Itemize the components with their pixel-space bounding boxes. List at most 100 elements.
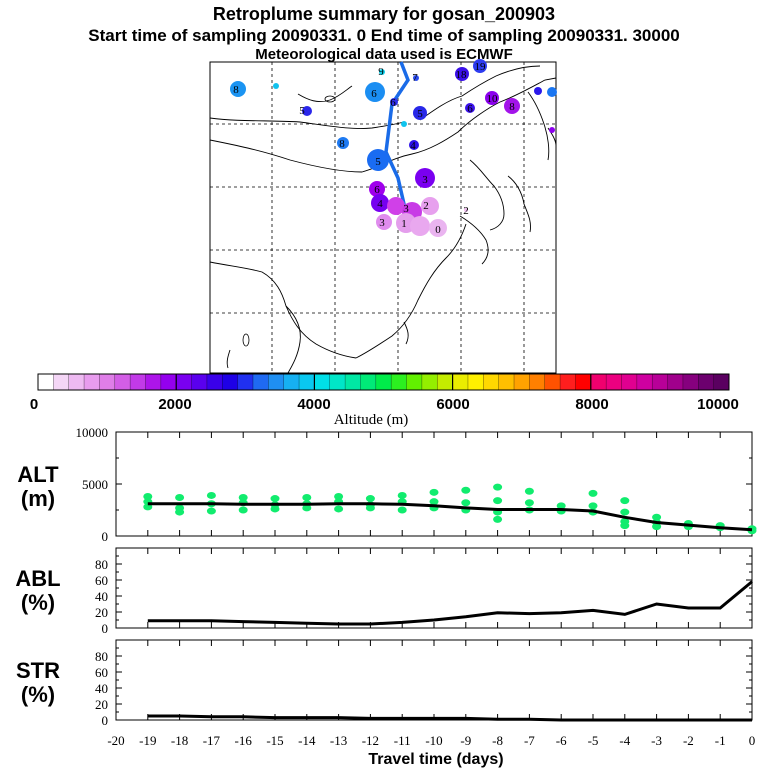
altitude-colorbar: [37, 373, 730, 391]
x-tick-label: -7: [524, 733, 535, 748]
y-tick-label: 0: [102, 713, 109, 728]
panel-str: [115, 639, 753, 722]
colorbar-tick-label: 4000: [297, 396, 330, 413]
colorbar-swatch: [421, 374, 438, 390]
map-coastline: [226, 349, 231, 369]
plume-cluster: [455, 67, 469, 81]
plume-day-label: 4: [410, 140, 416, 152]
x-tick-label: -6: [556, 733, 567, 748]
plume-day-label: 19: [475, 61, 487, 73]
colorbar-swatch: [621, 374, 638, 390]
colorbar-tick-label: 0: [30, 396, 38, 413]
plume-day-label: 6: [390, 97, 396, 109]
plume-cluster: [534, 87, 542, 95]
plume-day-label: 5: [375, 156, 381, 168]
y-tick-label: 80: [95, 557, 108, 572]
x-tick-label: -10: [425, 733, 442, 748]
plume-day-label: 7: [412, 72, 418, 84]
altitude-cluster-point: [270, 505, 280, 513]
colorbar-swatch: [191, 374, 208, 390]
altitude-cluster-point: [652, 513, 662, 521]
plume-day-label: 8: [233, 84, 239, 96]
plume-cluster: [464, 208, 468, 212]
x-tick-label: -3: [651, 733, 662, 748]
colorbar-swatch: [698, 374, 715, 390]
y-tick-label: 10000: [76, 425, 109, 440]
plume-cluster: [302, 106, 312, 116]
colorbar-swatch: [560, 374, 576, 390]
panel-frame: [115, 547, 753, 629]
altitude-cluster-point: [238, 494, 248, 502]
y-tick-label: 40: [95, 589, 108, 604]
plume-day-label: 8: [509, 101, 515, 113]
altitude-cluster-point: [461, 499, 471, 507]
colorbar-swatch: [467, 374, 484, 390]
colorbar-swatch: [268, 374, 285, 390]
colorbar-frame: [37, 373, 730, 391]
colorbar-tick-label: 10000: [697, 396, 739, 413]
x-tick-label: -14: [298, 733, 316, 748]
plume-cluster: [485, 91, 499, 105]
plume-day-label: 6: [467, 103, 473, 115]
x-tick-label: -9: [460, 733, 471, 748]
plume-cluster: [390, 98, 398, 106]
altitude-cluster-point: [588, 502, 598, 510]
plume-day-label: 1: [401, 218, 407, 230]
x-tick-label: -17: [203, 733, 221, 748]
plume-cluster: [387, 197, 405, 215]
altitude-cluster-point: [620, 497, 630, 505]
colorbar-swatch: [99, 374, 116, 390]
plume-cluster: [367, 149, 389, 171]
colorbar-swatch: [391, 374, 407, 390]
altitude-cluster-point: [524, 487, 534, 495]
map-coastline: [527, 91, 550, 161]
plume-day-label: 8: [339, 138, 345, 150]
sampling-time-line: Start time of sampling 20090331. 0 End t…: [88, 26, 680, 45]
colorbar-swatch: [667, 374, 684, 390]
x-tick-label: 0: [749, 733, 756, 748]
altitude-cluster-point: [302, 504, 312, 512]
plume-cluster: [549, 127, 555, 133]
x-tick-label: -19: [139, 733, 156, 748]
colorbar-swatch: [314, 374, 331, 390]
y-tick-label: 0: [102, 621, 109, 636]
colorbar-swatch: [713, 374, 730, 390]
panel-unit-label: (%): [21, 590, 55, 615]
altitude-cluster-point: [143, 492, 153, 500]
altitude-cluster-point: [397, 506, 407, 514]
plume-day-label: 2: [463, 205, 469, 217]
x-tick-label: -5: [588, 733, 599, 748]
plume-cluster: [547, 87, 557, 97]
panel-label: ALT: [17, 462, 59, 487]
colorbar-tick-label: 2000: [158, 396, 191, 413]
altitude-cluster-point: [588, 489, 598, 497]
altitude-cluster-point: [175, 508, 185, 516]
altitude-cluster-point: [524, 499, 534, 507]
map-coastline: [507, 175, 531, 233]
altitude-cluster-point: [365, 495, 375, 503]
altitude-cluster-point: [334, 492, 344, 500]
plume-cluster: [504, 98, 520, 114]
plume-cluster: [465, 103, 475, 113]
plume-day-label: 18: [456, 69, 468, 81]
colorbar-swatch: [529, 374, 546, 390]
map-coastline: [419, 65, 541, 121]
y-tick-label: 60: [95, 573, 108, 588]
y-tick-label: 0: [102, 529, 109, 544]
colorbar-swatch: [406, 374, 423, 390]
colorbar-swatch: [176, 374, 192, 390]
y-tick-label: 5000: [82, 477, 108, 492]
plume-cluster: [230, 81, 246, 97]
x-tick-label: -1: [715, 733, 726, 748]
colorbar-swatch: [145, 374, 162, 390]
plume-cluster: [273, 83, 279, 89]
map-coastline: [547, 127, 557, 147]
colorbar-swatch: [160, 374, 177, 390]
colorbar-swatch: [498, 374, 515, 390]
plume-cluster: [371, 194, 389, 212]
plume-day-label: 6: [371, 88, 377, 100]
colorbar-swatch: [375, 374, 392, 390]
altitude-cluster-point: [365, 504, 375, 512]
colorbar-swatch: [329, 374, 346, 390]
plume-cluster: [409, 140, 419, 150]
